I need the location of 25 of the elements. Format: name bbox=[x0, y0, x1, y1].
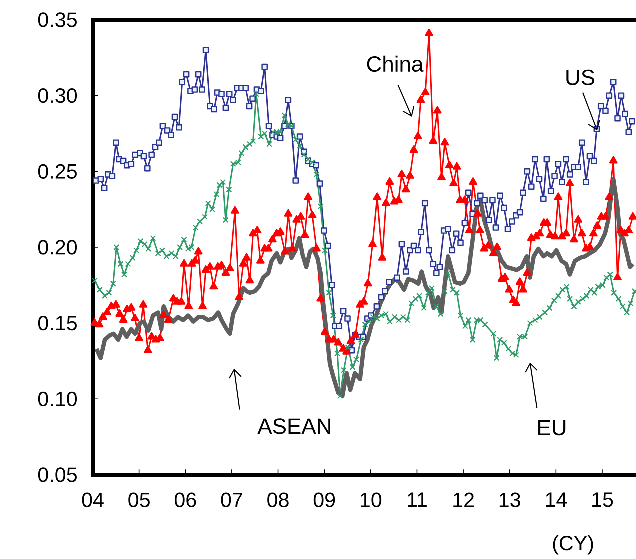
x-tick-label: 06 bbox=[174, 492, 196, 508]
y-tick-label: 0.10 bbox=[38, 392, 78, 406]
x-tick-label: 07 bbox=[221, 492, 242, 508]
x-tick-label: 09 bbox=[314, 492, 336, 508]
x-tick-label: 13 bbox=[500, 492, 520, 508]
y-tick-label: 0.35 bbox=[38, 12, 77, 28]
x-tick-label: 14 bbox=[546, 492, 568, 508]
x-tick-label: 12 bbox=[454, 492, 474, 508]
line-series bbox=[94, 177, 636, 398]
y-tick-label: 0.25 bbox=[38, 164, 77, 179]
series-label: US bbox=[566, 70, 595, 86]
x-tick-label: 10 bbox=[360, 492, 382, 508]
y-tick-label: 0.20 bbox=[38, 240, 78, 255]
y-tick-label: 0.05 bbox=[38, 468, 77, 482]
series-label: China bbox=[367, 56, 424, 72]
series-label: ASEAN bbox=[258, 418, 330, 434]
x-tick-label: 11 bbox=[408, 492, 427, 508]
y-tick-label: 0.15 bbox=[38, 316, 77, 331]
text: EU bbox=[538, 420, 566, 436]
x-tick-label: 15 bbox=[592, 492, 614, 508]
x-axis-title: (CY) bbox=[553, 535, 594, 555]
x-tick-label: 05 bbox=[128, 492, 150, 508]
x-tick-label: 08 bbox=[268, 492, 289, 508]
y-tick-label: 0.30 bbox=[38, 88, 78, 104]
x-tick-label: 04 bbox=[82, 492, 104, 508]
